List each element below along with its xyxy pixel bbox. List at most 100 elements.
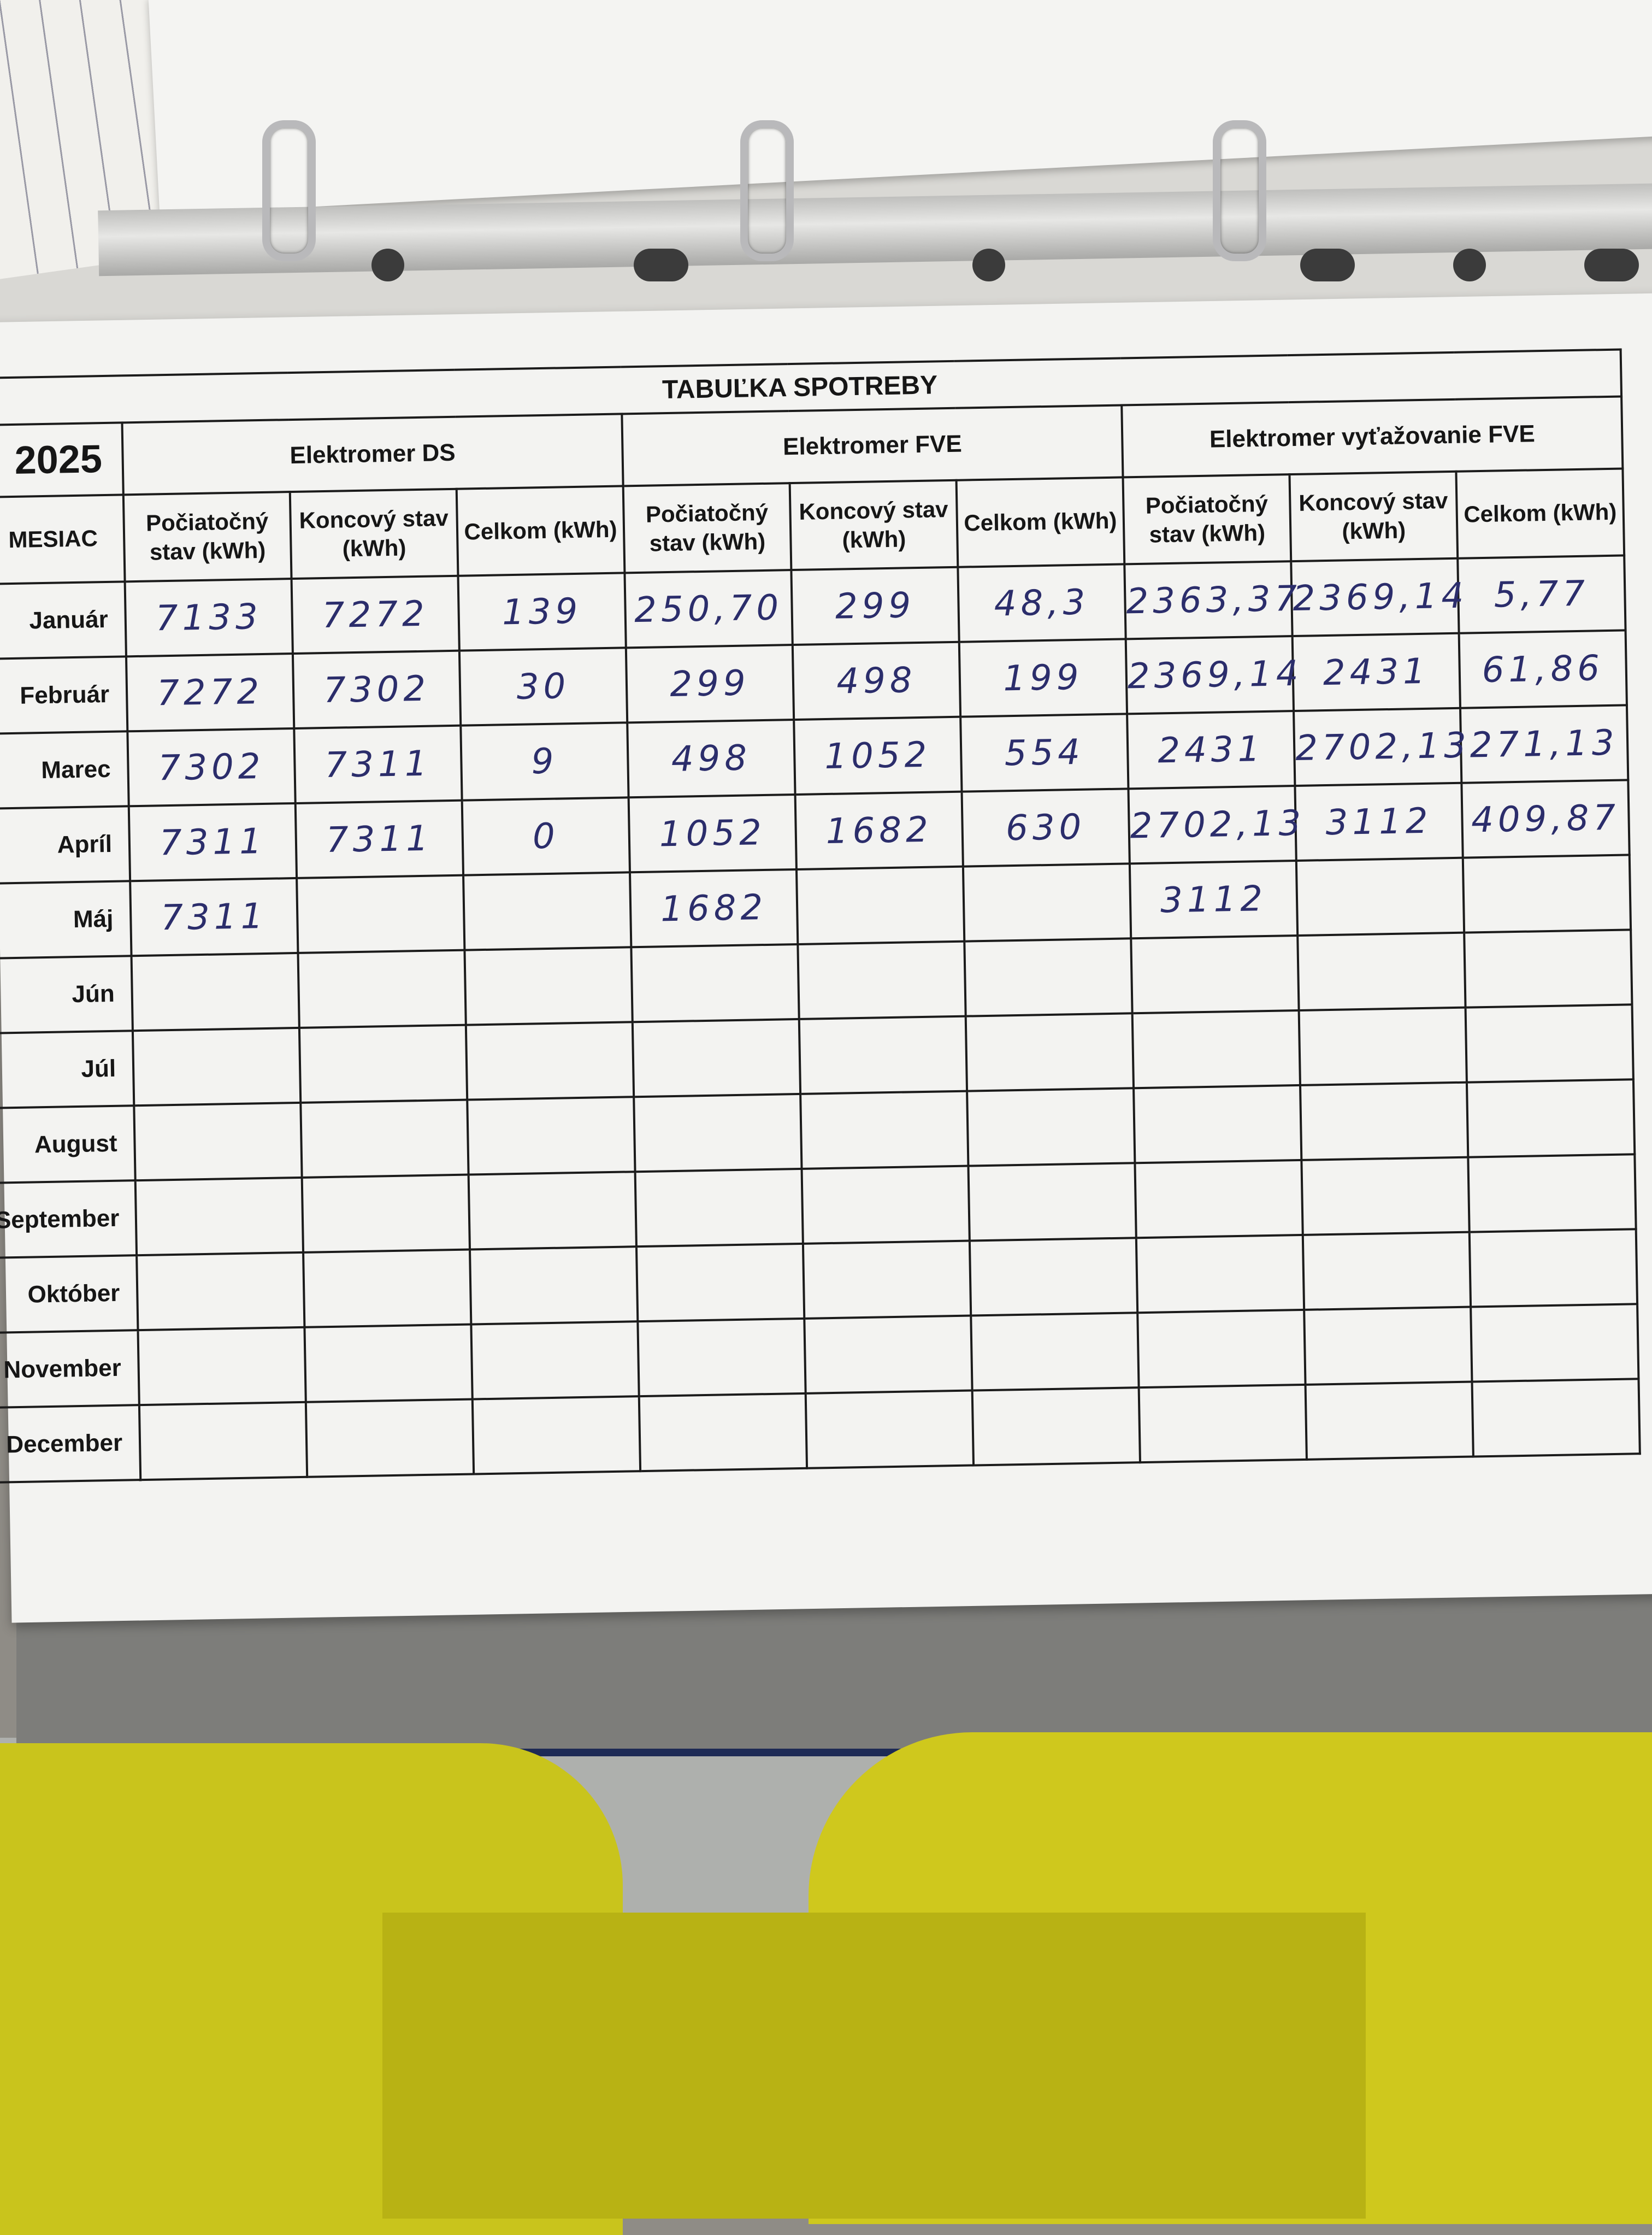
handwritten-cell: 299 xyxy=(791,567,959,645)
group-header-ds: Elektromer DS xyxy=(122,414,623,495)
handwritten-cell: 7133 xyxy=(125,579,293,657)
handwritten-cell xyxy=(472,1396,641,1474)
month-label: December xyxy=(0,1405,141,1483)
punch-hole xyxy=(1584,249,1639,281)
handwritten-cell xyxy=(964,938,1132,1016)
handwritten-cell: 271,13 xyxy=(1460,705,1629,783)
handwritten-cell xyxy=(639,1393,807,1472)
handwritten-cell: 30 xyxy=(459,648,628,726)
handwritten-cell xyxy=(139,1402,308,1480)
handwritten-cell xyxy=(1462,855,1631,933)
binder-ring xyxy=(262,120,316,261)
column-header: Celkom (kWh) xyxy=(956,477,1125,567)
handwritten-cell xyxy=(632,1019,801,1097)
handwritten-cell: 1682 xyxy=(795,791,963,869)
handwritten-cell: 2369,14 xyxy=(1125,636,1303,714)
handwritten-cell xyxy=(471,1321,639,1399)
handwritten-cell xyxy=(303,1249,471,1327)
handwritten-cell xyxy=(1296,857,1465,936)
punch-hole xyxy=(371,249,404,281)
handwritten-cell: 7302 xyxy=(127,728,296,807)
handwritten-cell: 498 xyxy=(792,642,961,720)
handwritten-cell: 7311 xyxy=(130,878,298,956)
handwritten-cell xyxy=(1134,1085,1302,1163)
handwritten-cell xyxy=(972,1387,1140,1466)
handwritten-cell: 2363,37 xyxy=(1124,561,1302,639)
handwritten-cell xyxy=(298,950,466,1028)
month-label: Jún xyxy=(0,956,133,1033)
yellow-fabric xyxy=(382,1913,1366,2219)
handwritten-cell: 630 xyxy=(961,789,1130,867)
month-label: Február xyxy=(0,656,128,734)
handwritten-cell xyxy=(470,1246,638,1325)
handwritten-cell xyxy=(1137,1309,1306,1388)
handwritten-cell xyxy=(137,1252,305,1331)
handwritten-cell: 7311 xyxy=(294,725,462,803)
handwritten-cell xyxy=(131,952,299,1031)
punch-hole xyxy=(1453,249,1486,281)
handwritten-cell xyxy=(799,1016,967,1094)
handwritten-cell xyxy=(1305,1381,1473,1460)
handwritten-cell xyxy=(1468,1154,1636,1232)
handwritten-cell xyxy=(1135,1160,1303,1238)
month-label: Apríl xyxy=(0,806,131,884)
year-label: 2025 xyxy=(0,422,123,497)
punch-hole xyxy=(634,249,688,281)
handwritten-cell: 2369,14 xyxy=(1291,558,1468,637)
handwritten-cell xyxy=(135,1177,304,1256)
handwritten-cell: 2431 xyxy=(1127,711,1295,789)
handwritten-cell xyxy=(138,1327,306,1405)
punch-hole xyxy=(972,249,1005,281)
handwritten-cell xyxy=(1136,1234,1305,1313)
handwritten-cell xyxy=(465,1022,634,1100)
handwritten-cell: 7272 xyxy=(291,575,459,654)
column-header: Celkom (kWh) xyxy=(456,486,625,576)
month-label: Október xyxy=(0,1255,138,1333)
handwritten-cell xyxy=(1297,932,1466,1010)
column-header: Koncový stav (kWh) xyxy=(1289,471,1458,562)
handwritten-cell xyxy=(1471,1304,1639,1382)
handwritten-cell: 409,87 xyxy=(1461,780,1630,858)
handwritten-cell xyxy=(132,1027,301,1106)
group-header-vytazovanie-fve: Elektromer vyťažovanie FVE xyxy=(1122,396,1623,478)
handwritten-cell xyxy=(299,1025,468,1103)
handwritten-cell xyxy=(804,1315,972,1393)
punch-hole xyxy=(1300,249,1355,281)
handwritten-cell xyxy=(963,863,1131,942)
handwritten-cell: 139 xyxy=(458,573,626,651)
handwritten-cell xyxy=(798,941,966,1019)
handwritten-cell: 5,77 xyxy=(1458,555,1626,633)
handwritten-cell xyxy=(302,1174,470,1252)
handwritten-cell xyxy=(1300,1082,1468,1160)
binder-ring xyxy=(740,120,794,261)
handwritten-cell xyxy=(463,872,632,950)
handwritten-cell xyxy=(464,947,633,1025)
handwritten-cell xyxy=(468,1172,636,1250)
handwritten-cell: 3112 xyxy=(1295,783,1463,861)
group-header-fve: Elektromer FVE xyxy=(622,405,1123,486)
handwritten-cell: 7272 xyxy=(126,654,294,732)
handwritten-cell xyxy=(634,1093,802,1172)
binder-ring xyxy=(1213,120,1266,261)
handwritten-cell xyxy=(1302,1232,1471,1310)
handwritten-cell xyxy=(467,1097,635,1175)
handwritten-cell xyxy=(800,1091,969,1169)
handwritten-cell xyxy=(297,875,465,953)
consumption-table: TABUĽKA SPOTREBY 2025 Elektromer DS Elek… xyxy=(0,348,1641,1483)
handwritten-cell xyxy=(796,866,965,944)
handwritten-cell xyxy=(968,1163,1136,1241)
handwritten-cell xyxy=(300,1099,469,1178)
column-header: Koncový stav (kWh) xyxy=(789,480,958,570)
handwritten-cell xyxy=(304,1324,473,1402)
handwritten-cell: 3112 xyxy=(1129,861,1298,939)
handwritten-cell: 48,3 xyxy=(958,564,1126,642)
handwritten-cell: 250,70 xyxy=(624,570,793,648)
handwritten-cell xyxy=(638,1318,806,1397)
handwritten-cell: 2702,13 xyxy=(1128,786,1306,864)
handwritten-cell xyxy=(134,1102,302,1181)
handwritten-cell: 61,86 xyxy=(1459,630,1627,708)
handwritten-cell: 1682 xyxy=(629,869,798,948)
handwritten-cell xyxy=(631,944,799,1022)
handwritten-cell xyxy=(971,1313,1139,1391)
month-label: Júl xyxy=(0,1031,134,1108)
